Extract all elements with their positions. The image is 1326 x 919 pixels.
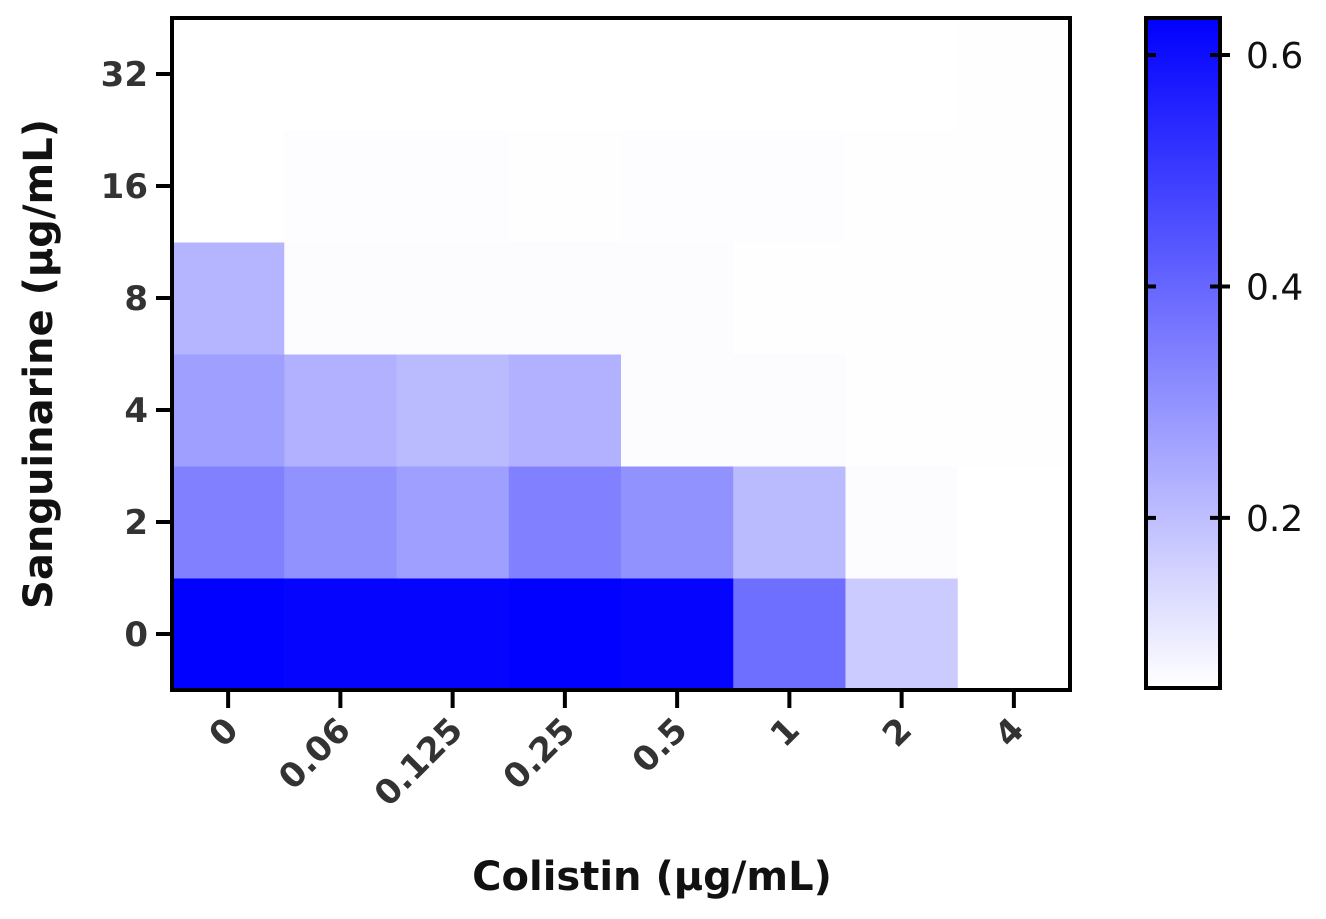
x-tick-label: 0.06	[271, 710, 359, 798]
cell-32-0	[172, 18, 285, 131]
cell-2-2	[845, 466, 959, 579]
y-tick-label: 8	[124, 279, 148, 319]
cell-2-0.5	[621, 466, 734, 579]
cell-2-0	[172, 466, 285, 579]
cell-0-0.25	[508, 578, 622, 691]
y-tick-label: 32	[101, 55, 148, 95]
cell-4-0.5	[621, 354, 734, 467]
x-tick-label: 1	[763, 710, 808, 755]
y-axis: 0 2 4 8 16 32	[101, 55, 172, 655]
cell-8-2	[845, 242, 959, 355]
cell-0-1	[733, 578, 846, 691]
cell-0-2	[845, 578, 959, 691]
colorbar-ticks: 0.2 0.4 0.6	[1146, 36, 1303, 540]
cell-4-0.25	[508, 354, 622, 467]
plot-frame	[170, 16, 1072, 692]
cell-4-0.125	[396, 354, 510, 467]
colorbar	[1144, 16, 1222, 690]
y-tick-label: 4	[124, 391, 148, 431]
cell-32-0.25	[508, 18, 622, 131]
cell-2-0.25	[508, 466, 622, 579]
colorbar-tick-label: 0.2	[1246, 499, 1303, 540]
cell-4-2	[845, 354, 959, 467]
cell-16-0.25	[508, 130, 622, 243]
cell-2-1	[733, 466, 846, 579]
y-axis-label: Sanguinarine (μg/mL)	[16, 119, 62, 609]
cell-16-4	[957, 130, 1071, 243]
y-tick-label: 2	[124, 503, 148, 543]
cell-32-4	[957, 18, 1071, 131]
cell-0-0	[172, 578, 285, 691]
cell-32-0.5	[621, 18, 734, 131]
cell-32-1	[733, 18, 846, 131]
cell-8-0.5	[621, 242, 734, 355]
x-tick-label: 0	[201, 710, 246, 755]
cell-16-2	[845, 130, 959, 243]
cell-0-4	[957, 578, 1071, 691]
cell-0-0.5	[621, 578, 734, 691]
cell-2-0.125	[396, 466, 510, 579]
cell-16-0	[172, 130, 285, 243]
x-tick-label: 0.125	[367, 710, 471, 814]
cell-16-0.5	[621, 130, 734, 243]
x-axis: 0 0.06 0.125 0.25 0.5 1 2 4	[201, 690, 1032, 814]
cell-32-2	[845, 18, 959, 131]
x-tick-label: 4	[987, 710, 1032, 755]
y-tick-label: 16	[101, 167, 148, 207]
cell-8-0.06	[284, 242, 397, 355]
cell-8-1	[733, 242, 846, 355]
cell-8-0.25	[508, 242, 622, 355]
cell-32-0.125	[396, 18, 510, 131]
cell-4-1	[733, 354, 846, 467]
y-tick-label: 0	[124, 615, 148, 655]
colorbar-tick-label: 0.6	[1246, 36, 1303, 77]
cell-8-0	[172, 242, 285, 355]
cell-32-0.06	[284, 18, 397, 131]
cell-0-0.06	[284, 578, 397, 691]
cell-8-4	[957, 242, 1071, 355]
x-tick-label: 0.5	[625, 710, 696, 781]
x-tick-label: 2	[875, 710, 920, 755]
colorbar-tick-label: 0.4	[1246, 267, 1303, 308]
cell-4-0.06	[284, 354, 397, 467]
cell-8-0.125	[396, 242, 510, 355]
cell-2-4	[957, 466, 1071, 579]
cell-2-0.06	[284, 466, 397, 579]
cell-16-0.06	[284, 130, 397, 243]
cell-16-1	[733, 130, 846, 243]
cell-4-0	[172, 354, 285, 467]
cell-4-4	[957, 354, 1071, 467]
cell-16-0.125	[396, 130, 510, 243]
x-axis-label: Colistin (μg/mL)	[472, 854, 832, 900]
heatmap-cells	[172, 18, 1071, 691]
x-tick-label: 0.25	[496, 710, 584, 798]
cell-0-0.125	[396, 578, 510, 691]
